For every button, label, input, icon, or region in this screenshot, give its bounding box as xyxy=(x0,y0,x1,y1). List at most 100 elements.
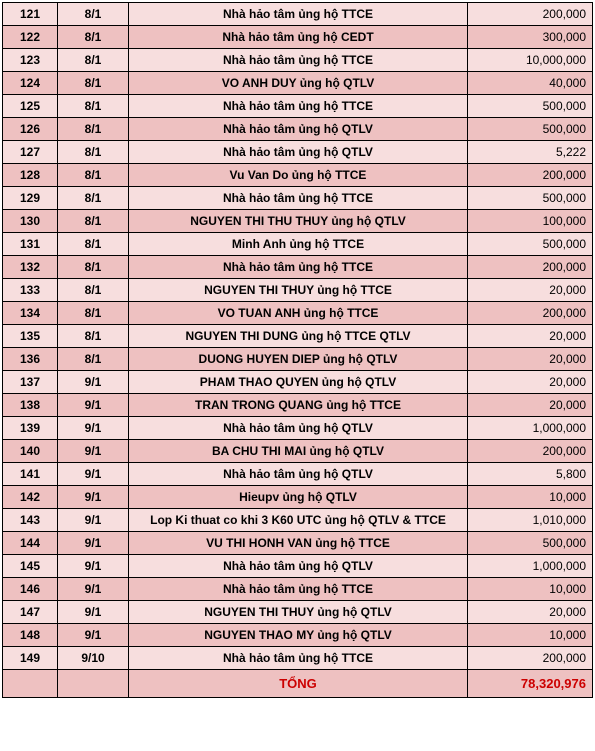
row-description: VO TUAN ANH ủng hộ TTCE xyxy=(129,302,468,325)
row-date: 8/1 xyxy=(58,3,129,26)
row-description: Nhà hảo tâm ủng hộ QTLV xyxy=(129,141,468,164)
row-number: 132 xyxy=(3,256,58,279)
table-row: 1338/1NGUYEN THI THUY ủng hộ TTCE20,000 xyxy=(3,279,593,302)
row-date: 9/1 xyxy=(58,417,129,440)
row-number: 148 xyxy=(3,624,58,647)
row-date: 8/1 xyxy=(58,26,129,49)
row-description: Nhà hảo tâm ủng hộ CEDT xyxy=(129,26,468,49)
table-row: 1288/1Vu Van Do ủng hộ TTCE200,000 xyxy=(3,164,593,187)
table-row: 1459/1Nhà hảo tâm ủng hộ QTLV1,000,000 xyxy=(3,555,593,578)
row-number: 125 xyxy=(3,95,58,118)
table-row: 1419/1Nhà hảo tâm ủng hộ QTLV5,800 xyxy=(3,463,593,486)
row-number: 136 xyxy=(3,348,58,371)
row-number: 123 xyxy=(3,49,58,72)
row-date: 8/1 xyxy=(58,49,129,72)
row-amount: 200,000 xyxy=(468,647,593,670)
row-description: VO ANH DUY ủng hộ QTLV xyxy=(129,72,468,95)
table-row: 1328/1Nhà hảo tâm ủng hộ TTCE200,000 xyxy=(3,256,593,279)
row-amount: 20,000 xyxy=(468,394,593,417)
table-row: 1358/1NGUYEN THI DUNG ủng hộ TTCE QTLV20… xyxy=(3,325,593,348)
row-amount: 200,000 xyxy=(468,256,593,279)
row-date: 9/1 xyxy=(58,440,129,463)
row-amount: 20,000 xyxy=(468,601,593,624)
row-amount: 200,000 xyxy=(468,3,593,26)
row-amount: 10,000 xyxy=(468,624,593,647)
row-date: 8/1 xyxy=(58,279,129,302)
row-number: 137 xyxy=(3,371,58,394)
row-number: 135 xyxy=(3,325,58,348)
row-description: Lop Ki thuat co khi 3 K60 UTC ủng hộ QTL… xyxy=(129,509,468,532)
row-date: 8/1 xyxy=(58,95,129,118)
row-amount: 20,000 xyxy=(468,348,593,371)
row-description: Nhà hảo tâm ủng hộ TTCE xyxy=(129,187,468,210)
row-date: 8/1 xyxy=(58,72,129,95)
row-date: 8/1 xyxy=(58,187,129,210)
row-amount: 20,000 xyxy=(468,325,593,348)
row-number: 144 xyxy=(3,532,58,555)
row-amount: 500,000 xyxy=(468,187,593,210)
row-amount: 1,010,000 xyxy=(468,509,593,532)
row-number: 121 xyxy=(3,3,58,26)
table-row: 1258/1Nhà hảo tâm ủng hộ TTCE500,000 xyxy=(3,95,593,118)
total-blank xyxy=(3,670,58,698)
row-date: 9/1 xyxy=(58,601,129,624)
row-description: Nhà hảo tâm ủng hộ TTCE xyxy=(129,49,468,72)
row-amount: 500,000 xyxy=(468,532,593,555)
row-date: 9/1 xyxy=(58,371,129,394)
table-row: 1469/1Nhà hảo tâm ủng hộ TTCE10,000 xyxy=(3,578,593,601)
row-date: 9/1 xyxy=(58,394,129,417)
row-number: 142 xyxy=(3,486,58,509)
table-row: 1489/1NGUYEN THAO MY ủng hộ QTLV10,000 xyxy=(3,624,593,647)
table-row: 1499/10Nhà hảo tâm ủng hộ TTCE200,000 xyxy=(3,647,593,670)
row-description: TRAN TRONG QUANG ủng hộ TTCE xyxy=(129,394,468,417)
row-number: 143 xyxy=(3,509,58,532)
row-description: Nhà hảo tâm ủng hộ QTLV xyxy=(129,118,468,141)
row-description: NGUYEN THI THU THUY ủng hộ QTLV xyxy=(129,210,468,233)
total-amount: 78,320,976 xyxy=(468,670,593,698)
table-row: 1409/1BA CHU THI MAI ủng hộ QTLV200,000 xyxy=(3,440,593,463)
row-amount: 1,000,000 xyxy=(468,555,593,578)
row-number: 149 xyxy=(3,647,58,670)
row-number: 146 xyxy=(3,578,58,601)
row-description: Hieupv ủng hộ QTLV xyxy=(129,486,468,509)
row-number: 128 xyxy=(3,164,58,187)
row-description: PHAM THAO QUYEN ủng hộ QTLV xyxy=(129,371,468,394)
row-description: NGUYEN THI THUY ủng hộ TTCE xyxy=(129,279,468,302)
row-number: 129 xyxy=(3,187,58,210)
row-description: NGUYEN THI DUNG ủng hộ TTCE QTLV xyxy=(129,325,468,348)
row-number: 127 xyxy=(3,141,58,164)
row-number: 122 xyxy=(3,26,58,49)
row-number: 130 xyxy=(3,210,58,233)
row-amount: 10,000 xyxy=(468,486,593,509)
row-description: Nhà hảo tâm ủng hộ TTCE xyxy=(129,256,468,279)
table-row: 1308/1NGUYEN THI THU THUY ủng hộ QTLV100… xyxy=(3,210,593,233)
row-description: Nhà hảo tâm ủng hộ TTCE xyxy=(129,95,468,118)
table-row: 1218/1Nhà hảo tâm ủng hộ TTCE200,000 xyxy=(3,3,593,26)
row-date: 8/1 xyxy=(58,118,129,141)
row-amount: 20,000 xyxy=(468,279,593,302)
table-row: 1429/1Hieupv ủng hộ QTLV10,000 xyxy=(3,486,593,509)
table-row: 1298/1Nhà hảo tâm ủng hộ TTCE500,000 xyxy=(3,187,593,210)
row-description: Nhà hảo tâm ủng hộ TTCE xyxy=(129,3,468,26)
row-description: Nhà hảo tâm ủng hộ QTLV xyxy=(129,417,468,440)
row-amount: 5,222 xyxy=(468,141,593,164)
row-description: NGUYEN THAO MY ủng hộ QTLV xyxy=(129,624,468,647)
row-date: 8/1 xyxy=(58,256,129,279)
row-number: 131 xyxy=(3,233,58,256)
table-row: 1248/1VO ANH DUY ủng hộ QTLV40,000 xyxy=(3,72,593,95)
row-number: 138 xyxy=(3,394,58,417)
table-row: 1439/1Lop Ki thuat co khi 3 K60 UTC ủng … xyxy=(3,509,593,532)
row-amount: 200,000 xyxy=(468,302,593,325)
row-number: 126 xyxy=(3,118,58,141)
row-amount: 200,000 xyxy=(468,440,593,463)
row-number: 141 xyxy=(3,463,58,486)
row-amount: 20,000 xyxy=(468,371,593,394)
row-date: 8/1 xyxy=(58,141,129,164)
row-description: Nhà hảo tâm ủng hộ TTCE xyxy=(129,578,468,601)
row-amount: 500,000 xyxy=(468,118,593,141)
row-amount: 500,000 xyxy=(468,95,593,118)
table-row: 1278/1Nhà hảo tâm ủng hộ QTLV5,222 xyxy=(3,141,593,164)
row-amount: 5,800 xyxy=(468,463,593,486)
row-amount: 500,000 xyxy=(468,233,593,256)
row-amount: 10,000,000 xyxy=(468,49,593,72)
